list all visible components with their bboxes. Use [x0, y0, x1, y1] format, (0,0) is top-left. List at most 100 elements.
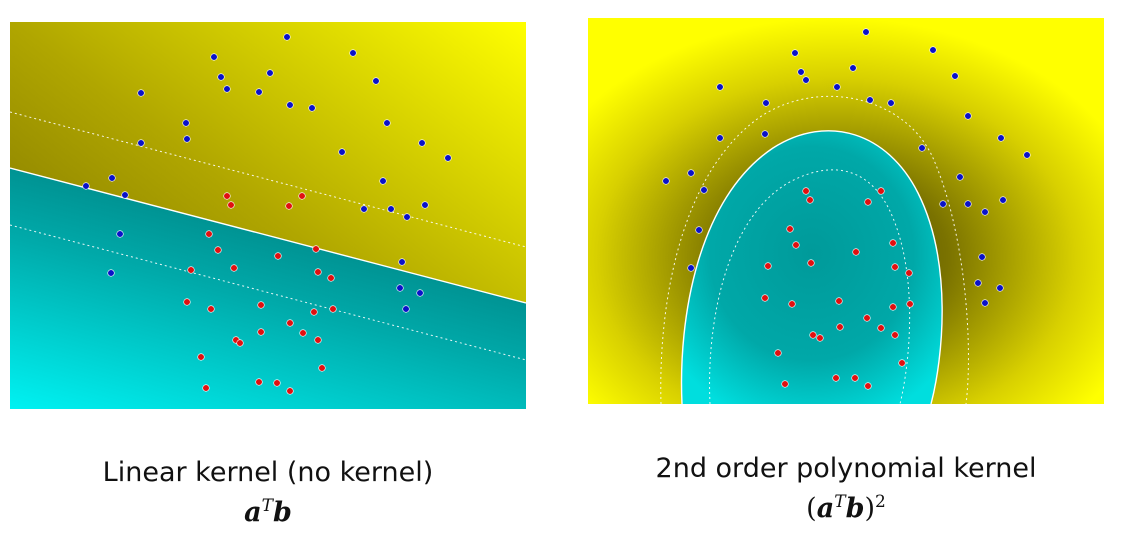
class-a-point [974, 279, 982, 287]
class-a-point [121, 191, 129, 199]
decision-boundary [10, 167, 526, 304]
class-a-point [418, 139, 426, 147]
class-b-point [314, 268, 322, 276]
class-a-point [978, 253, 986, 261]
class-a-point [338, 148, 346, 156]
class-b-point [286, 319, 294, 327]
class-b-point [891, 331, 899, 339]
class-a-point [700, 186, 708, 194]
class-b-point [781, 380, 789, 388]
class-b-point [230, 264, 238, 272]
class-b-point [802, 187, 810, 195]
class-a-point [402, 305, 410, 313]
formula-power: 2 [875, 492, 886, 512]
class-b-point [285, 202, 293, 210]
formula-transpose: T [834, 492, 846, 512]
class-b-point [286, 387, 294, 395]
class-a-point [964, 200, 972, 208]
class-b-point [832, 374, 840, 382]
class-a-point [862, 28, 870, 36]
class-a-point [981, 208, 989, 216]
class-a-point [695, 226, 703, 234]
class-b-point [255, 378, 263, 386]
class-b-point [898, 359, 906, 367]
class-a-point [360, 205, 368, 213]
class-a-point [398, 258, 406, 266]
class-b-point [298, 192, 306, 200]
class-a-point [687, 169, 695, 177]
class-b-point [187, 266, 195, 274]
class-a-point [387, 205, 395, 213]
class-a-point [833, 83, 841, 91]
margin-line-upper [10, 111, 526, 248]
formula-b: b [272, 497, 292, 528]
class-b-point [273, 379, 281, 387]
class-b-point [774, 349, 782, 357]
class-b-point [788, 300, 796, 308]
class-a-point [421, 201, 429, 209]
formula-a: a [244, 497, 262, 528]
class-b-point [864, 382, 872, 390]
class-b-point [877, 324, 885, 332]
class-b-point [318, 364, 326, 372]
data-points [662, 28, 1031, 390]
class-b-point [761, 294, 769, 302]
class-b-point [202, 384, 210, 392]
class-a-point [266, 69, 274, 77]
class-b-region [10, 168, 526, 409]
class-b-point [889, 303, 897, 311]
class-a-point [444, 154, 452, 162]
class-b-point [227, 201, 235, 209]
class-a-point [137, 139, 145, 147]
class-a-point [797, 68, 805, 76]
margin-contour-outer [660, 95, 969, 404]
decision-boundary [680, 130, 943, 404]
class-a-point [662, 177, 670, 185]
class-a-point [929, 46, 937, 54]
class-a-point [383, 119, 391, 127]
class-b-point [906, 300, 914, 308]
class-b-point [809, 331, 817, 339]
class-a-point [82, 182, 90, 190]
class-a-point [223, 85, 231, 93]
class-b-point [786, 225, 794, 233]
margin-contour-inner [709, 169, 911, 404]
formula-a: a [816, 493, 835, 524]
linear-kernel-caption: Linear kernel (no kernel) aTb [10, 456, 526, 529]
class-a-point [137, 89, 145, 97]
class-a-point [217, 73, 225, 81]
class-a-point [997, 134, 1005, 142]
polynomial-kernel-panel [588, 18, 1104, 404]
class-b-point [864, 198, 872, 206]
class-b-point [327, 274, 335, 282]
class-a-point [182, 119, 190, 127]
class-a-point [349, 49, 357, 57]
class-a-point [308, 104, 316, 112]
class-a-point [918, 144, 926, 152]
class-a-point [210, 53, 218, 61]
class-a-point [849, 64, 857, 72]
class-b-point [816, 334, 824, 342]
class-a-point [866, 96, 874, 104]
class-b-point [836, 323, 844, 331]
class-a-point [403, 213, 411, 221]
class-a-point [761, 130, 769, 138]
class-b-point [310, 308, 318, 316]
class-a-point [183, 135, 191, 143]
class-a-point [981, 299, 989, 307]
class-b-point [764, 262, 772, 270]
class-b-point [274, 252, 282, 260]
class-a-point [964, 112, 972, 120]
class-a-point [802, 76, 810, 84]
class-a-point [762, 99, 770, 107]
caption-title: 2nd order polynomial kernel [655, 453, 1037, 484]
class-b-point [905, 269, 913, 277]
class-a-point [255, 88, 263, 96]
class-a-point [951, 72, 959, 80]
class-a-point [416, 289, 424, 297]
caption-formula: (aTb)2 [588, 486, 1104, 525]
class-a-point [107, 269, 115, 277]
class-a-point [283, 33, 291, 41]
class-b-point [851, 374, 859, 382]
class-b-point [792, 241, 800, 249]
